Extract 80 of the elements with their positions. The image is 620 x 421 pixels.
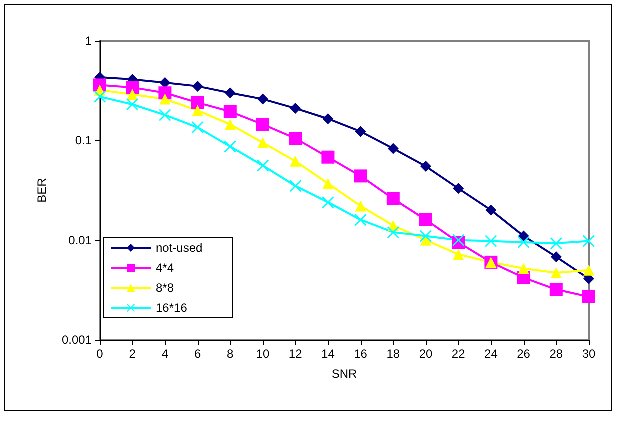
point [386, 192, 400, 206]
x-tick-label: 8 [227, 347, 234, 361]
point [289, 132, 302, 146]
point [583, 235, 595, 248]
point [290, 103, 302, 114]
point [224, 88, 236, 99]
y-tick-label: 1 [85, 34, 92, 48]
point [290, 156, 302, 167]
point [355, 126, 366, 138]
point [550, 252, 562, 263]
point [355, 200, 366, 212]
y-tick-label: 0.1 [75, 134, 92, 148]
point [192, 80, 204, 92]
point [191, 96, 204, 110]
x-tick-label: 30 [582, 347, 596, 361]
point [486, 204, 497, 216]
point [224, 140, 236, 153]
point [387, 226, 400, 238]
point [518, 236, 530, 249]
y-axis-title: BER [35, 178, 49, 203]
point [192, 122, 204, 134]
y-tick-label: 0.01 [68, 233, 92, 248]
point [485, 235, 498, 248]
point [550, 237, 562, 250]
point [420, 230, 432, 242]
point [354, 170, 368, 183]
point [290, 180, 302, 192]
point [258, 137, 268, 148]
point [550, 283, 563, 296]
x-tick-label: 14 [322, 347, 336, 361]
x-tick-label: 6 [194, 347, 202, 361]
point [420, 161, 432, 172]
point [160, 94, 171, 105]
point [452, 234, 465, 246]
x-tick-label: 16 [354, 347, 368, 361]
point [257, 160, 269, 172]
x-axis-title: SNR [332, 367, 358, 381]
point [322, 178, 334, 190]
legend-label: 16*16 [156, 301, 188, 315]
x-tick-label: 22 [452, 347, 466, 361]
point [224, 105, 237, 118]
x-tick-label: 4 [162, 347, 169, 361]
point [256, 118, 270, 132]
x-tick-label: 2 [129, 347, 136, 361]
point [158, 86, 172, 100]
point [224, 119, 236, 130]
point [582, 290, 596, 304]
point [322, 113, 334, 124]
x-tick-label: 26 [517, 347, 531, 361]
point [127, 89, 138, 100]
point [453, 183, 464, 194]
point [160, 77, 171, 88]
x-tick-label: 0 [96, 347, 104, 361]
point [584, 264, 594, 276]
legend-label: 4*4 [156, 261, 174, 275]
point [354, 214, 367, 226]
point [159, 109, 172, 122]
point [192, 105, 204, 116]
x-tick-label: 24 [484, 347, 498, 361]
x-tick-label: 28 [550, 347, 564, 361]
point [126, 98, 139, 111]
point [518, 263, 530, 274]
x-tick-label: 18 [386, 347, 400, 361]
x-tick-label: 20 [419, 347, 433, 361]
point [322, 150, 335, 164]
point [322, 196, 334, 208]
x-tick-label: 10 [256, 347, 270, 361]
point [126, 81, 140, 94]
x-tick-label: 12 [288, 347, 303, 361]
point [388, 143, 399, 154]
point [94, 90, 106, 103]
y-tick-label: 0.001 [62, 333, 92, 347]
point [420, 213, 432, 226]
legend-label: 8*8 [156, 281, 174, 295]
point [518, 230, 530, 242]
point [550, 268, 562, 279]
point [258, 94, 268, 105]
legend-label: not-used [156, 241, 203, 255]
point [453, 249, 464, 260]
point [420, 234, 432, 246]
